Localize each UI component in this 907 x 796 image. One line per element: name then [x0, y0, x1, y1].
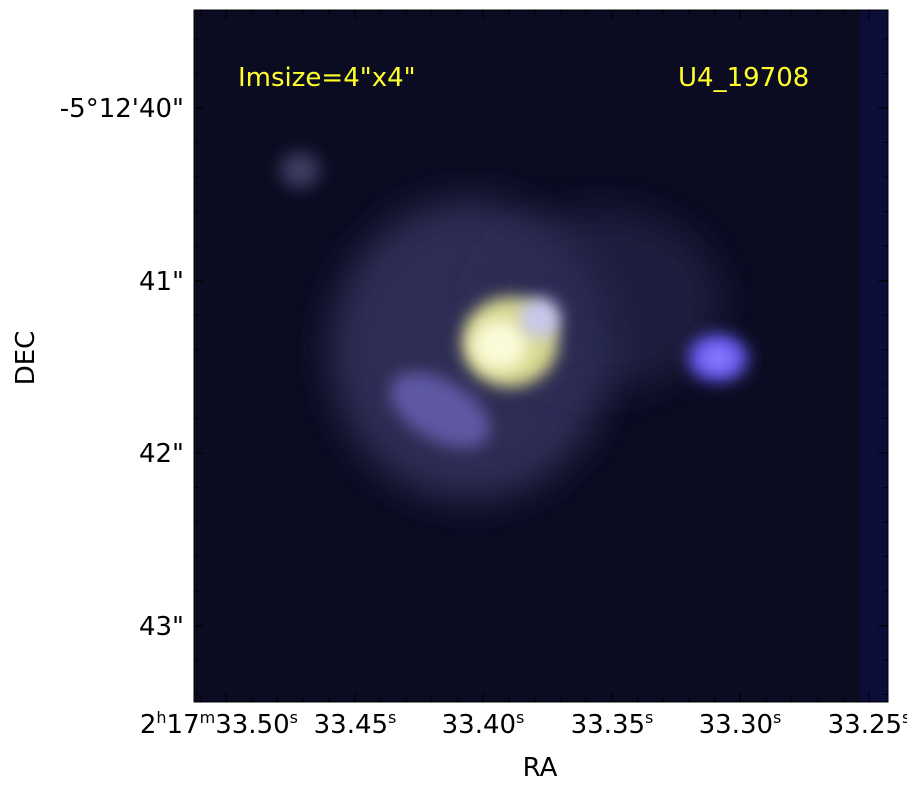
x-tick-label: 2h17m33.50s	[140, 708, 298, 740]
tick-unit: s	[902, 708, 907, 727]
tick-unit: s	[290, 708, 298, 727]
tick-value: 33.50	[215, 710, 289, 740]
annotation: Imsize=4"x4"	[238, 63, 416, 93]
y-tick-label: 41"	[139, 267, 184, 297]
frame	[193, 9, 889, 703]
tick-value: 33.45	[314, 710, 388, 740]
tick-unit: m	[200, 708, 216, 727]
tick-value: 33.25	[828, 710, 902, 740]
x-tick-label: 33.30s	[699, 708, 782, 740]
y-tick-label: 43"	[139, 612, 184, 642]
y-tick-label: 42"	[139, 439, 184, 469]
tick-value: 2	[140, 710, 157, 740]
x-tick-label: 33.35s	[571, 708, 654, 740]
x-tick-label: 33.45s	[314, 708, 397, 740]
tick-unit: s	[645, 708, 653, 727]
annotation: U4_19708	[678, 63, 809, 93]
y-tick-label: -5°12'40"	[60, 94, 184, 124]
tick-value: 33.30	[699, 710, 773, 740]
x-tick-label: 33.40s	[442, 708, 525, 740]
tick-value: 17	[167, 710, 200, 740]
tick-unit: s	[388, 708, 396, 727]
x-tick-label: 33.25s	[828, 708, 907, 740]
tick-unit: s	[773, 708, 781, 727]
sky-image	[194, 10, 888, 702]
tick-value: 33.40	[442, 710, 516, 740]
tick-unit: h	[156, 708, 166, 727]
tick-unit: s	[516, 708, 524, 727]
tick-value: 33.35	[571, 710, 645, 740]
y-axis-label: DEC	[11, 331, 41, 386]
x-axis-label: RA	[523, 753, 558, 783]
tick-marks	[194, 10, 888, 702]
